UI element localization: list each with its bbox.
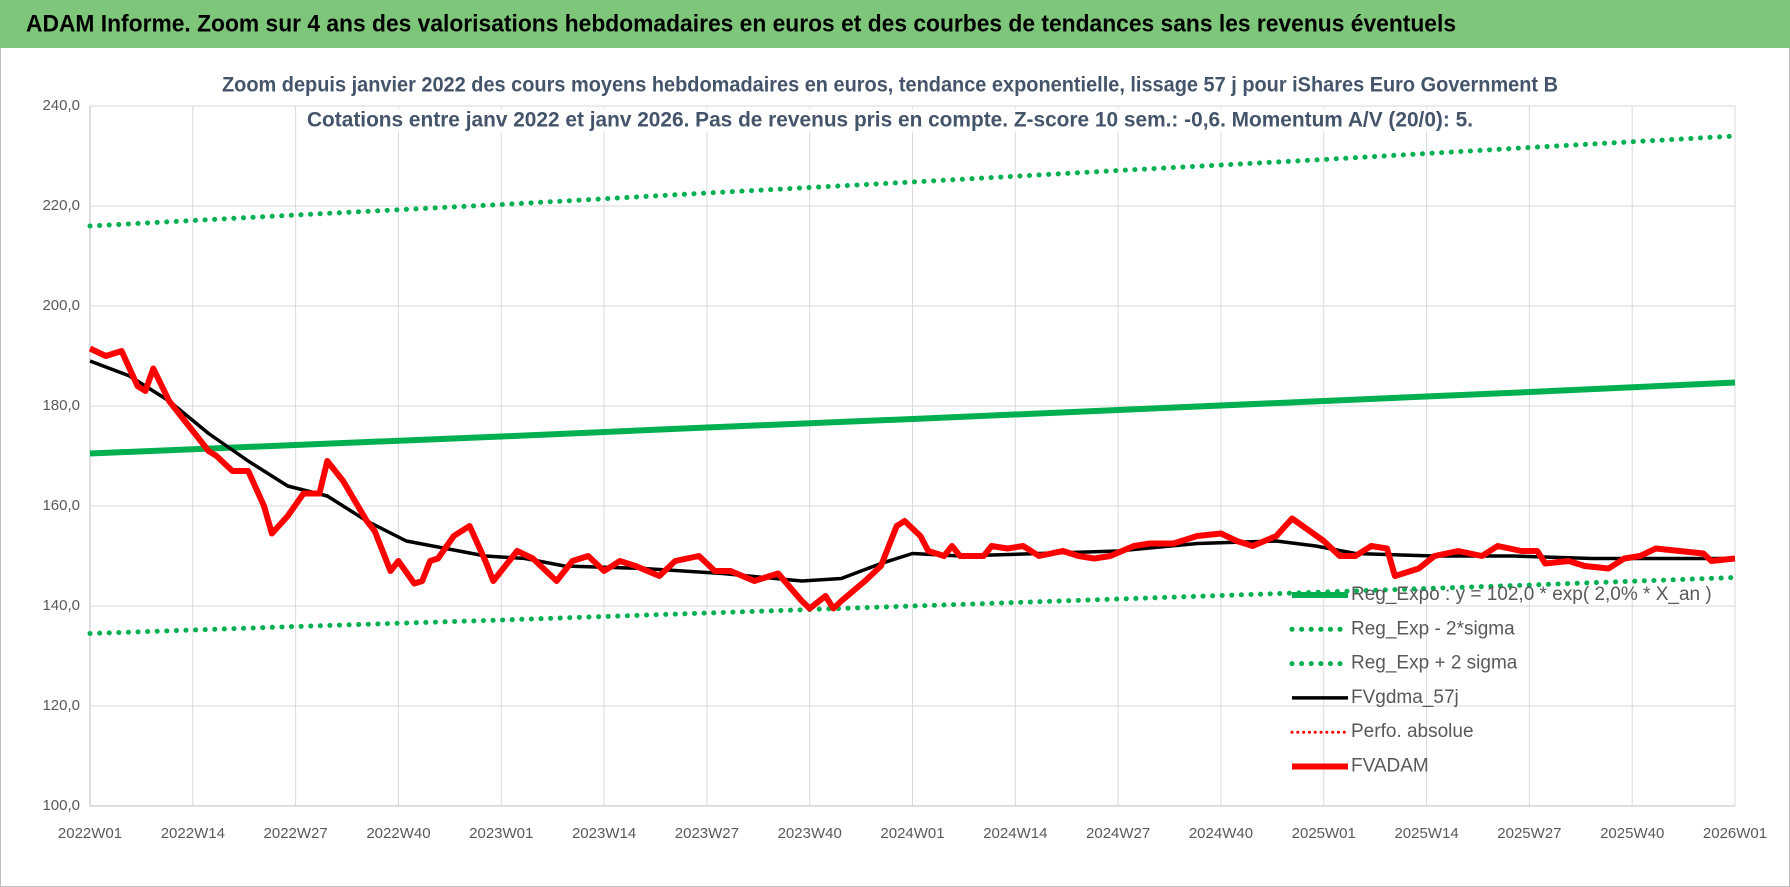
x-tick-label: 2024W01 [880, 825, 944, 842]
x-tick-label: 2023W14 [572, 825, 636, 842]
y-tick-label: 180,0 [42, 397, 80, 414]
header-bar [0, 0, 1790, 48]
x-tick-label: 2025W01 [1292, 825, 1356, 842]
x-tick-label: 2022W40 [366, 825, 430, 842]
x-tick-label: 2022W14 [161, 825, 225, 842]
y-tick-label: 100,0 [42, 797, 80, 814]
x-tick-label: 2024W40 [1189, 825, 1253, 842]
x-tick-label: 2025W40 [1600, 825, 1664, 842]
y-tick-label: 140,0 [42, 597, 80, 614]
x-tick-label: 2023W40 [778, 825, 842, 842]
chart-subtitle: Cotations entre janv 2022 et janv 2026. … [307, 109, 1473, 132]
x-tick-label: 2025W27 [1497, 825, 1561, 842]
y-tick-label: 200,0 [42, 297, 80, 314]
x-tick-label: 2026W01 [1703, 825, 1767, 842]
x-tick-label: 2022W01 [58, 825, 122, 842]
header-title: ADAM Informe. Zoom sur 4 ans des valoris… [26, 10, 1456, 37]
y-tick-label: 120,0 [42, 697, 80, 714]
title-background [301, 108, 1479, 132]
chart-title: Zoom depuis janvier 2022 des cours moyen… [222, 74, 1558, 97]
legend-label: Perfo. absolue [1351, 721, 1474, 742]
x-tick-label: 2023W27 [675, 825, 739, 842]
legend-label: FVgdma_57j [1351, 687, 1459, 708]
y-tick-label: 220,0 [42, 197, 80, 214]
series-line [87, 575, 1738, 636]
y-tick-label: 240,0 [42, 97, 80, 114]
series-line [89, 379, 1736, 457]
legend-label: Reg_Exp + 2 sigma [1351, 653, 1518, 674]
x-tick-label: 2022W27 [264, 825, 328, 842]
legend-label: Reg_Expo : y = 102,0 * exp( 2,0% * X_an … [1351, 584, 1712, 605]
series-line [88, 345, 1736, 612]
title-background [216, 73, 1564, 97]
series-line [87, 133, 1738, 229]
legend-label: Reg_Exp - 2*sigma [1351, 618, 1515, 639]
x-tick-label: 2024W14 [983, 825, 1047, 842]
x-tick-label: 2024W27 [1086, 825, 1150, 842]
x-tick-label: 2023W01 [469, 825, 533, 842]
x-tick-label: 2025W14 [1394, 825, 1458, 842]
y-tick-label: 160,0 [42, 497, 80, 514]
legend-label: FVADAM [1351, 756, 1429, 777]
